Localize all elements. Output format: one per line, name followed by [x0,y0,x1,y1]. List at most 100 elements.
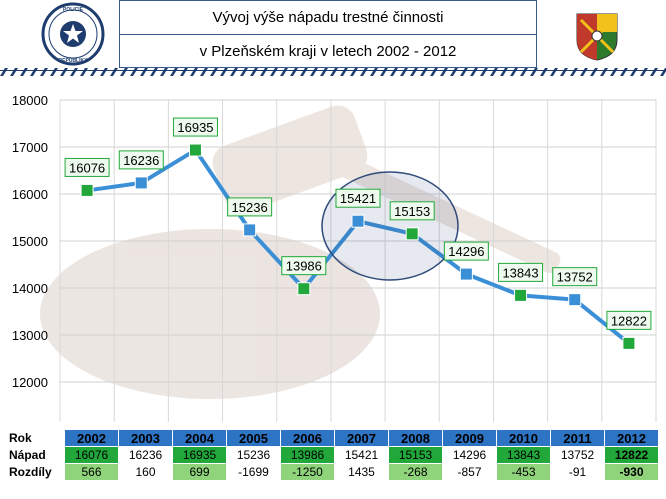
row-label-rozdily: Rozdíly [6,463,65,481]
y-tick-label: 15000 [12,234,48,249]
table-cell-year: 2008 [388,429,443,447]
table-cell-napad: 12822 [604,446,659,464]
data-point-marker [459,267,473,281]
table-cell-year: 2007 [334,429,389,447]
svg-text:POLICIE: POLICIE [63,7,84,13]
table-cell-rozdily: 566 [64,463,119,481]
data-label: 12822 [606,310,652,330]
data-label-text: 12822 [611,313,647,328]
data-label-text: 16236 [123,153,159,168]
table-cell-rozdily: -1699 [226,463,281,481]
data-label: 16076 [64,157,110,177]
data-labels: 16076 16236 16935 15236 13986 15421 15153 14296… [64,117,652,330]
row-label-napad: Nápad [6,446,65,464]
y-tick-label: 13000 [12,328,48,343]
data-label: 14296 [443,241,489,261]
table-cell-rozdily: -268 [388,463,443,481]
line-chart: 12000 13000 14000 15000 16000 17000 18000 1607… [12,93,657,422]
data-label: 15236 [227,197,273,217]
table-cell-year: 2004 [172,429,227,447]
data-label-text: 16076 [69,160,105,175]
y-tick-label: 18000 [12,93,48,108]
data-label-text: 15153 [394,204,430,219]
y-tick-label: 17000 [12,140,48,155]
table-cell-year: 2011 [550,429,605,447]
table-row-rozdily: Rozdíly 566 160 699 -1699 -1250 1435 -268 -857-… [6,463,659,481]
table-cell-rozdily: 160 [118,463,173,481]
police-emblem-logo: POLICIE REPUBLIKY [41,2,105,66]
table-cell-rozdily: 1435 [334,463,389,481]
data-table: Rok 2002 2003 2004 2005 2006 2007 2008 2009 2010… [6,429,659,481]
highlight-ellipse [321,171,459,281]
table-cell-rozdily: -1250 [280,463,335,481]
y-tick-label: 16000 [12,187,48,202]
data-label: 13843 [498,262,544,282]
data-label-box [552,267,598,287]
data-label-box [443,241,489,261]
table-cell-year: 2012 [604,429,659,447]
table-cell-napad: 13986 [280,446,335,464]
data-label: 16236 [118,150,164,170]
data-label-box [281,256,327,276]
table-cell-year: 2003 [118,429,173,447]
table-cell-rozdily: -453 [496,463,551,481]
data-label-box [172,117,218,137]
table-cell-napad: 16236 [118,446,173,464]
data-label-box [498,262,544,282]
data-label: 15153 [389,201,435,221]
chart-grid [59,99,657,422]
header-stripe [0,68,666,76]
data-point-marker [351,214,365,228]
y-axis: 12000 13000 14000 15000 16000 17000 18000 [12,93,48,390]
data-point-marker [80,183,94,197]
title-box: Vývoj výše nápadu trestné činnosti v Plz… [119,0,537,68]
data-label: 13986 [281,256,327,276]
data-label-text: 16935 [177,120,213,135]
table-cell-rozdily: -857 [442,463,497,481]
data-label-text: 15421 [340,191,376,206]
table-row-year: Rok 2002 2003 2004 2005 2006 2007 2008 2009 2010… [6,429,659,447]
title-line-1: Vývoj výše nápadu trestné činnosti [120,1,536,35]
table-cell-rozdily: -91 [550,463,605,481]
table-row-napad: Nápad 16076 16236 16935 15236 13986 15421 1515… [6,446,659,464]
table-cell-rozdily: -930 [604,463,659,481]
data-label-text: 13843 [502,265,538,280]
table-cell-napad: 13843 [496,446,551,464]
table-cell-napad: 16935 [172,446,227,464]
table-cell-year: 2010 [496,429,551,447]
data-point-marker [514,288,528,302]
data-point-marker [622,336,636,350]
y-tick-label: 12000 [12,375,48,390]
data-point-marker [568,293,582,307]
data-label-box [606,310,652,330]
svg-text:REPUBLIKY: REPUBLIKY [59,58,89,64]
table-cell-year: 2009 [442,429,497,447]
table-cell-year: 2006 [280,429,335,447]
regional-police-emblem-logo [576,13,618,61]
data-label-box [389,201,435,221]
data-label-text: 13752 [557,270,593,285]
data-label-text: 15236 [232,200,268,215]
data-point-marker [405,227,419,241]
table-cell-napad: 15153 [388,446,443,464]
table-cell-napad: 15236 [226,446,281,464]
data-label: 13752 [552,267,598,287]
data-point-marker [134,176,148,190]
data-point-marker [188,143,202,157]
data-point-marker [297,282,311,296]
table-cell-year: 2005 [226,429,281,447]
y-tick-label: 14000 [12,281,48,296]
data-label-box [118,150,164,170]
table-cell-napad: 15421 [334,446,389,464]
table-cell-year: 2002 [64,429,119,447]
table-cell-rozdily: 699 [172,463,227,481]
data-label-box [64,157,110,177]
data-label-box [227,197,273,217]
data-label-text: 13986 [286,259,322,274]
data-label-text: 14296 [448,244,484,259]
title-line-2: v Plzeňském kraji v letech 2002 - 2012 [199,43,457,60]
table-cell-napad: 13752 [550,446,605,464]
table-cell-napad: 14296 [442,446,497,464]
table-cell-napad: 16076 [64,446,119,464]
data-label: 15421 [335,188,381,208]
